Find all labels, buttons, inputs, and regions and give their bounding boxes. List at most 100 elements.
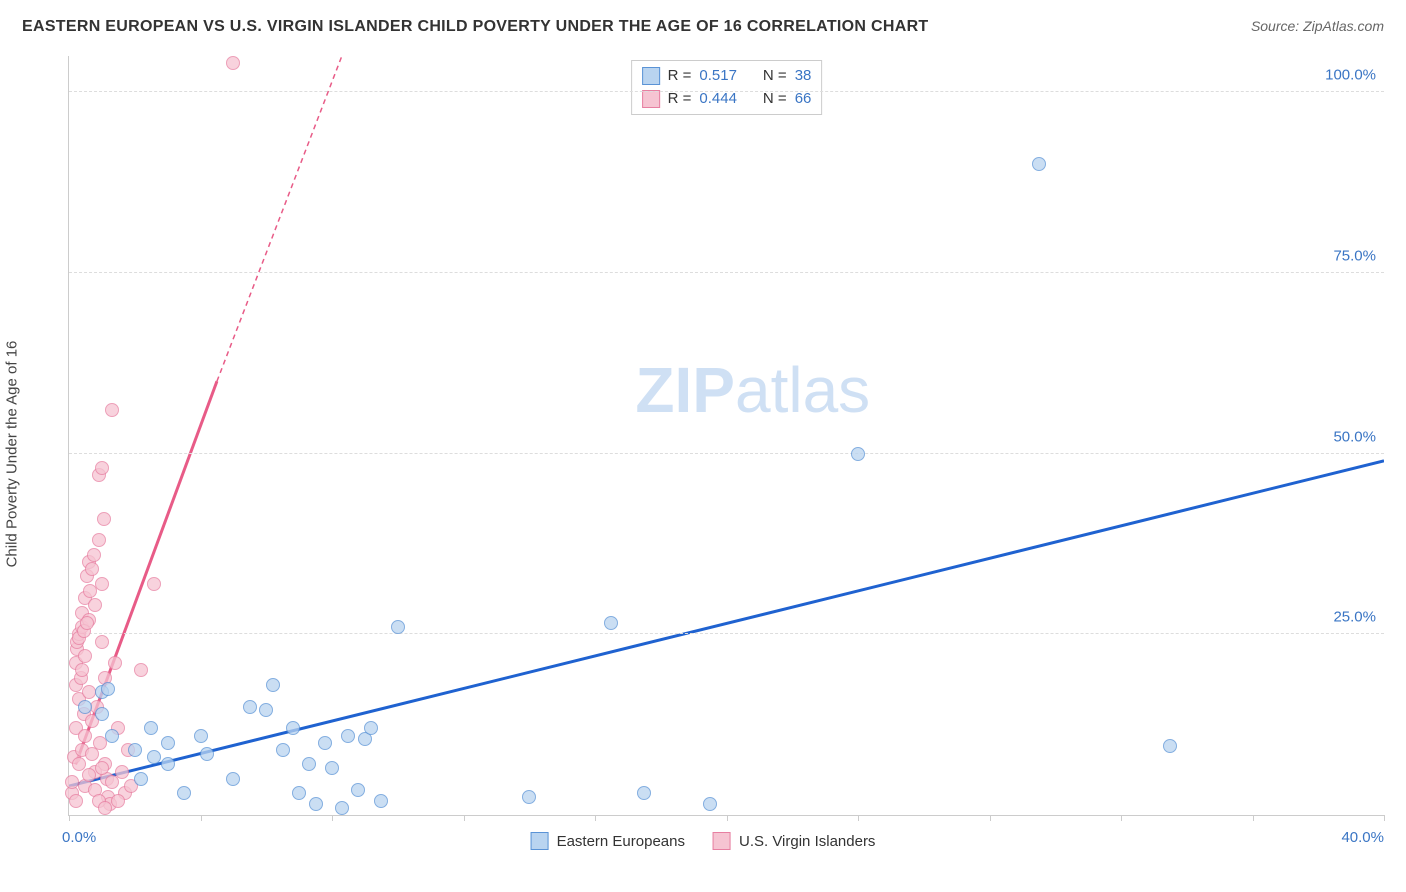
scatter-point-series-b [92,533,106,547]
watermark-light: atlas [735,354,870,426]
legend-series-names: Eastern Europeans U.S. Virgin Islanders [531,832,876,850]
scatter-point-series-a [200,747,214,761]
x-tick [1121,815,1122,821]
y-tick-label: 75.0% [1333,247,1376,264]
scatter-point-series-b [78,649,92,663]
x-tick [858,815,859,821]
scatter-point-series-a [374,794,388,808]
scatter-point-series-b [65,775,79,789]
scatter-point-series-b [97,512,111,526]
scatter-point-series-a [128,743,142,757]
scatter-point-series-a [604,616,618,630]
legend-item-series-b: U.S. Virgin Islanders [713,832,875,850]
scatter-point-series-a [851,447,865,461]
legend-label-series-a: Eastern Europeans [557,833,685,850]
scatter-point-series-a [325,761,339,775]
source-name: ZipAtlas.com [1303,18,1384,34]
scatter-point-series-a [144,721,158,735]
scatter-point-series-b [75,663,89,677]
gridline-horizontal [69,91,1384,92]
source-attribution: Source: ZipAtlas.com [1251,18,1384,34]
y-tick-label: 50.0% [1333,428,1376,445]
legend-row-series-a: R = 0.517 N = 38 [642,65,812,88]
scatter-point-series-a [134,772,148,786]
scatter-point-series-a [161,736,175,750]
scatter-point-series-b [80,616,94,630]
scatter-point-series-a [522,790,536,804]
watermark: ZIPatlas [635,353,870,427]
x-tick [332,815,333,821]
legend-item-series-a: Eastern Europeans [531,832,685,850]
r-value-series-a: 0.517 [699,65,737,88]
gridline-horizontal [69,453,1384,454]
x-tick [69,815,70,821]
scatter-point-series-a [302,757,316,771]
trend-lines [69,56,1384,815]
scatter-point-series-b [105,775,119,789]
n-label: N = [763,65,787,88]
gridline-horizontal [69,633,1384,634]
scatter-point-series-b [108,656,122,670]
y-axis-label: Child Poverty Under the Age of 16 [4,341,21,568]
scatter-point-series-b [82,685,96,699]
scatter-point-series-b [85,562,99,576]
swatch-series-a [531,832,549,850]
scatter-point-series-b [82,768,96,782]
scatter-point-series-a [703,797,717,811]
scatter-point-series-a [78,700,92,714]
swatch-series-b [642,90,660,108]
scatter-point-series-a [341,729,355,743]
x-tick [1384,815,1385,821]
scatter-point-series-b [226,56,240,70]
x-tick [201,815,202,821]
scatter-point-series-b [134,663,148,677]
scatter-point-series-a [1163,739,1177,753]
scatter-point-series-a [391,620,405,634]
scatter-point-series-a [177,786,191,800]
watermark-bold: ZIP [635,354,735,426]
x-axis-origin-label: 0.0% [62,829,96,846]
scatter-point-series-b [95,635,109,649]
scatter-point-series-a [286,721,300,735]
scatter-point-series-a [194,729,208,743]
scatter-point-series-a [318,736,332,750]
x-axis-max-label: 40.0% [1341,829,1384,846]
scatter-point-series-a [309,797,323,811]
y-tick-label: 100.0% [1325,67,1376,84]
chart-container: Child Poverty Under the Age of 16 ZIPatl… [22,56,1384,852]
scatter-point-series-a [335,801,349,815]
legend-correlation-box: R = 0.517 N = 38 R = 0.444 N = 66 [631,60,823,115]
scatter-point-series-b [69,794,83,808]
r-label: R = [668,65,692,88]
scatter-point-series-a [161,757,175,771]
scatter-point-series-b [111,794,125,808]
scatter-point-series-a [259,703,273,717]
scatter-point-series-a [243,700,257,714]
scatter-point-series-a [364,721,378,735]
scatter-point-series-a [266,678,280,692]
scatter-point-series-a [637,786,651,800]
scatter-point-series-b [87,548,101,562]
scatter-point-series-b [95,577,109,591]
scatter-point-series-b [95,761,109,775]
scatter-point-series-a [351,783,365,797]
y-tick-label: 25.0% [1333,609,1376,626]
n-value-series-a: 38 [795,65,812,88]
scatter-point-series-a [226,772,240,786]
swatch-series-b [713,832,731,850]
x-tick [595,815,596,821]
scatter-point-series-b [115,765,129,779]
gridline-horizontal [69,272,1384,273]
source-prefix: Source: [1251,18,1303,34]
scatter-point-series-a [276,743,290,757]
scatter-point-series-a [95,707,109,721]
scatter-point-series-b [78,729,92,743]
scatter-point-series-a [101,682,115,696]
legend-label-series-b: U.S. Virgin Islanders [739,833,875,850]
x-tick [464,815,465,821]
scatter-point-series-a [105,729,119,743]
scatter-point-series-b [105,403,119,417]
scatter-point-series-a [147,750,161,764]
x-tick [727,815,728,821]
scatter-point-series-b [85,747,99,761]
